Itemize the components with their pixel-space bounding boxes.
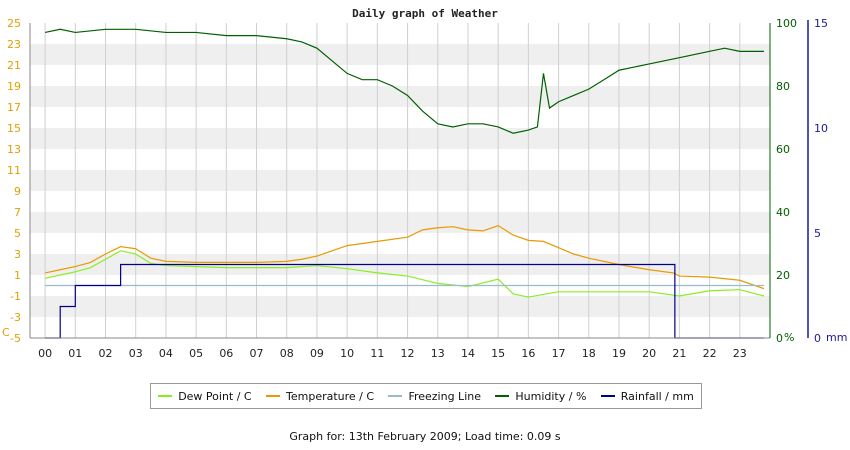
series-dew-point-c xyxy=(44,250,765,298)
humidity-swatch xyxy=(495,395,510,397)
tick-label-hour: 22 xyxy=(703,347,717,360)
tick-label-hour: 23 xyxy=(733,347,747,360)
tick-label-temp: 3 xyxy=(14,248,21,261)
temperature-swatch xyxy=(266,395,280,397)
tick-label-hour: 16 xyxy=(521,347,535,360)
axis-unit-left: C xyxy=(2,326,10,339)
rainfall-swatch xyxy=(600,395,615,397)
tick-label-temp: 15 xyxy=(7,122,21,135)
tick-label-hour: 08 xyxy=(280,347,294,360)
tick-label-hour: 01 xyxy=(68,347,82,360)
series-humidity xyxy=(44,28,764,134)
tick-label-hour: 19 xyxy=(612,347,626,360)
grid-band xyxy=(30,86,770,107)
tick-label-temp: 1 xyxy=(14,269,21,282)
tick-label-temp: 25 xyxy=(7,17,21,30)
grid-band xyxy=(30,170,770,191)
legend-label-temperature: Temperature / C xyxy=(286,389,375,403)
legend-item-dew-point: Dew Point / C xyxy=(158,389,252,403)
tick-label-hour: 00 xyxy=(38,347,52,360)
tick-label-hour: 13 xyxy=(431,347,445,360)
chart-title: Daily graph of Weather xyxy=(352,7,498,20)
dew-point-swatch xyxy=(158,395,173,397)
tick-label-temp: 19 xyxy=(7,80,21,93)
tick-label-rainfall: 15 xyxy=(814,17,828,30)
tick-label-temp: 11 xyxy=(7,164,21,177)
tick-label-hour: 02 xyxy=(99,347,113,360)
tick-label-hour: 04 xyxy=(159,347,173,360)
legend-item-temperature: Temperature / C xyxy=(266,390,374,403)
axis-unit-humidity: % xyxy=(784,331,794,344)
tick-label-hour: 17 xyxy=(552,347,566,360)
tick-label-humidity: 0 xyxy=(776,332,783,345)
tick-label-rainfall: 5 xyxy=(814,227,821,240)
weather-chart: Daily graph of Weather -5-3-113579111315… xyxy=(2,7,847,360)
tick-label-hour: 10 xyxy=(340,347,354,360)
tick-label-temp: 7 xyxy=(14,206,21,219)
tick-label-temp: 13 xyxy=(7,143,21,156)
tick-label-temp: 5 xyxy=(14,227,21,240)
tick-label-humidity: 20 xyxy=(776,269,790,282)
tick-label-temp: 21 xyxy=(7,59,21,72)
series-rainfall-mm xyxy=(45,263,764,339)
legend-item-humidity: Humidity / % xyxy=(495,390,586,403)
tick-label-humidity: 40 xyxy=(776,206,790,219)
legend: Dew Point / C Temperature / C Freezing L… xyxy=(150,383,702,409)
footer-text: Graph for: 13th February 2009; Load time… xyxy=(289,430,561,443)
grid-band xyxy=(30,212,770,233)
plot-series xyxy=(44,28,765,339)
tick-label-hour: 06 xyxy=(219,347,233,360)
tick-label-temp: -1 xyxy=(10,290,21,303)
legend-label-freezing: Freezing Line xyxy=(408,389,481,403)
tick-label-rainfall: 10 xyxy=(814,122,828,135)
tick-label-temp: 17 xyxy=(7,101,21,114)
tick-label-hour: 12 xyxy=(401,347,415,360)
axis-unit-rainfall: mm xyxy=(826,331,847,344)
tick-label-hour: 20 xyxy=(642,347,656,360)
tick-label-hour: 11 xyxy=(370,347,384,360)
legend-label-humidity: Humidity / % xyxy=(515,389,587,403)
grid-band xyxy=(30,296,770,317)
tick-label-temp: -5 xyxy=(10,332,21,345)
plot-axes xyxy=(29,20,809,339)
tick-label-temp: 9 xyxy=(14,185,21,198)
tick-label-hour: 14 xyxy=(461,347,475,360)
plot-bands xyxy=(30,44,770,317)
tick-label-temp: 23 xyxy=(7,38,21,51)
tick-label-rainfall: 0 xyxy=(814,332,821,345)
tick-label-humidity: 100 xyxy=(776,17,797,30)
tick-label-hour: 03 xyxy=(129,347,143,360)
grid-band xyxy=(30,128,770,149)
legend-item-freezing: Freezing Line xyxy=(388,390,481,403)
freezing-swatch xyxy=(388,395,403,397)
legend-label-rainfall: Rainfall / mm xyxy=(620,389,694,403)
tick-label-hour: 05 xyxy=(189,347,203,360)
tick-label-temp: -3 xyxy=(10,311,21,324)
legend-item-rainfall: Rainfall / mm xyxy=(600,389,694,403)
tick-label-humidity: 60 xyxy=(776,143,790,156)
legend-label-dew-point: Dew Point / C xyxy=(178,389,252,403)
tick-label-hour: 18 xyxy=(582,347,596,360)
grid-band xyxy=(30,44,770,65)
tick-label-humidity: 80 xyxy=(776,80,790,93)
tick-label-hour: 15 xyxy=(491,347,505,360)
tick-label-hour: 07 xyxy=(250,347,264,360)
tick-label-hour: 21 xyxy=(672,347,686,360)
tick-label-hour: 09 xyxy=(310,347,324,360)
